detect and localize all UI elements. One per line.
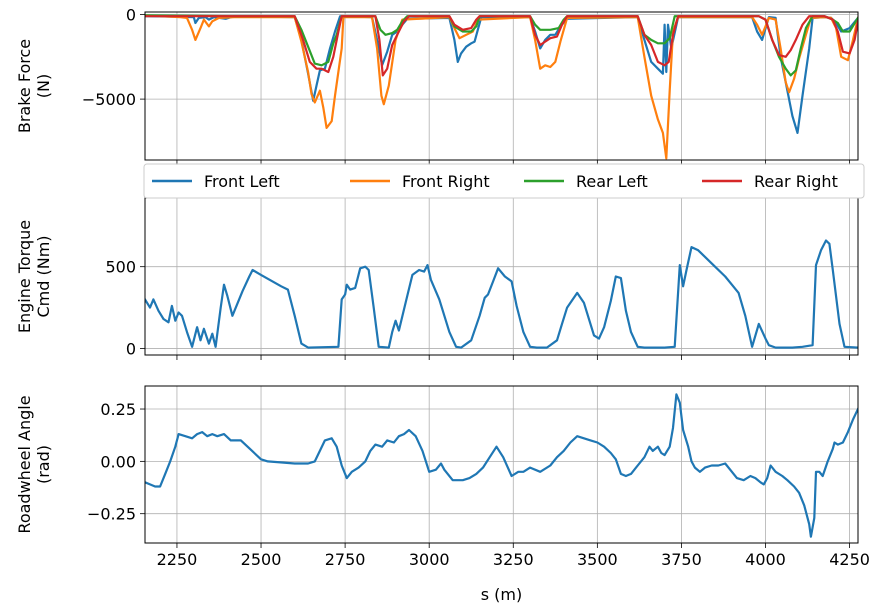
x-tick-label: 2250 (157, 550, 198, 569)
series-line-front-left (145, 15, 858, 134)
y-axis-label: Engine TorqueCmd (Nm) (15, 220, 53, 333)
axes-frame (144, 385, 859, 544)
y-tick-label: 0.25 (100, 400, 136, 419)
x-tick-label: 3500 (577, 550, 618, 569)
series-line-p2 (145, 393, 858, 538)
roadwheel-angle-panel: 2250 2500 2750 3000 3250 3500 3750 4000 4250 0.25… (15, 385, 870, 604)
y-tick-label: 0 (126, 6, 136, 25)
brake-force-panel: 0 −5000 Brake Force(N) (15, 6, 859, 165)
x-tick-label: 3000 (409, 550, 450, 569)
series-line-rear-right (145, 15, 858, 77)
legend: Front Left Front Right Rear Left Rear Right (143, 163, 865, 199)
axes-frame (144, 197, 859, 356)
legend-box (143, 163, 865, 199)
x-tick-label: 2750 (325, 550, 366, 569)
y-axis-label: Brake Force(N) (15, 39, 53, 133)
series-line-front-right (145, 14, 858, 160)
y-tick-label: 0.00 (100, 452, 136, 471)
y-tick-label: −0.25 (87, 505, 136, 524)
legend-label: Rear Left (576, 172, 648, 191)
x-tick-label: 2500 (241, 550, 282, 569)
y-tick-label: 500 (105, 258, 136, 277)
x-axis-label: s (m) (481, 585, 523, 604)
legend-label: Front Right (402, 172, 490, 191)
legend-label: Rear Right (754, 172, 838, 191)
series-line-rear-left (145, 14, 858, 77)
y-axis-label: Roadwheel Angle(rad) (15, 395, 53, 533)
y-tick-label: 0 (126, 339, 136, 358)
y-tick-label: −5000 (82, 90, 136, 109)
x-tick-label: 4000 (745, 550, 786, 569)
axes-frame (144, 11, 859, 161)
x-tick-label: 3250 (493, 550, 534, 569)
engine-torque-panel: 500 0 Engine TorqueCmd (Nm) (15, 197, 859, 360)
x-tick-label: 3750 (661, 550, 702, 569)
x-tick-label: 4250 (829, 550, 870, 569)
legend-label: Front Left (204, 172, 280, 191)
series-line-p1 (145, 239, 858, 349)
